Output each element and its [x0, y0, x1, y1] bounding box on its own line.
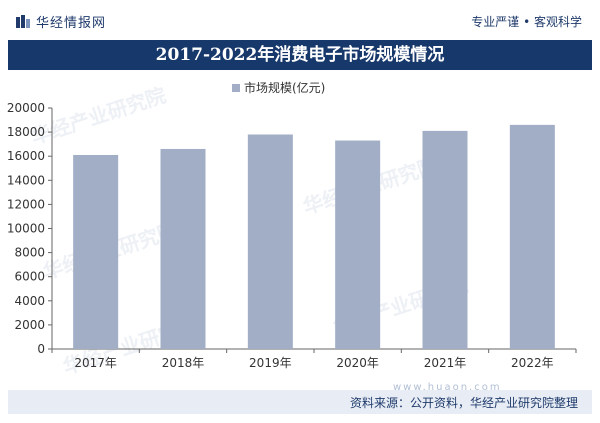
- y-tick-label: 0: [37, 342, 45, 356]
- y-tick-label: 6000: [14, 270, 45, 284]
- y-tick-label: 12000: [7, 197, 45, 211]
- bar: [509, 124, 555, 350]
- top-bar: 华经情报网 专业严谨 • 客观科学: [0, 0, 600, 38]
- y-tick-label: 8000: [14, 246, 45, 260]
- title-bar: 2017-2022年消费电子市场规模情况: [8, 40, 592, 70]
- watermark-site: www.huaon.com: [393, 382, 502, 393]
- x-tick-label: 2017年: [74, 356, 117, 370]
- x-tick-label: 2018年: [162, 356, 205, 370]
- chart-legend: 市场规模(亿元): [232, 79, 325, 95]
- legend-swatch: [232, 83, 240, 92]
- x-tick-label: 2021年: [424, 356, 467, 370]
- data-source: 资料来源：公开资料，华经产业研究院整理: [349, 396, 578, 410]
- y-tick-label: 20000: [7, 101, 45, 115]
- footer-bar: 资料来源：公开资料，华经产业研究院整理: [8, 390, 592, 414]
- y-tick-label: 16000: [7, 149, 45, 163]
- bar: [247, 134, 293, 349]
- x-tick-label: 2019年: [249, 356, 292, 370]
- legend-label: 市场规模(亿元): [244, 81, 326, 95]
- bar: [73, 154, 119, 349]
- y-tick-label: 4000: [14, 294, 45, 308]
- chart-title: 2017-2022年消费电子市场规模情况: [155, 45, 445, 65]
- x-tick-label: 2020年: [336, 356, 379, 370]
- y-tick-label: 18000: [7, 125, 45, 139]
- brand-logo-icon: [16, 15, 30, 28]
- bar: [422, 130, 468, 349]
- y-tick-label: 10000: [7, 222, 45, 236]
- y-tick-label: 2000: [14, 318, 45, 332]
- bar: [160, 148, 206, 349]
- y-tick-label: 14000: [7, 173, 45, 187]
- brand-name: 华经情报网: [36, 16, 107, 31]
- x-tick-label: 2022年: [511, 356, 554, 370]
- slogan: 专业严谨 • 客观科学: [471, 15, 582, 29]
- bar: [335, 140, 381, 349]
